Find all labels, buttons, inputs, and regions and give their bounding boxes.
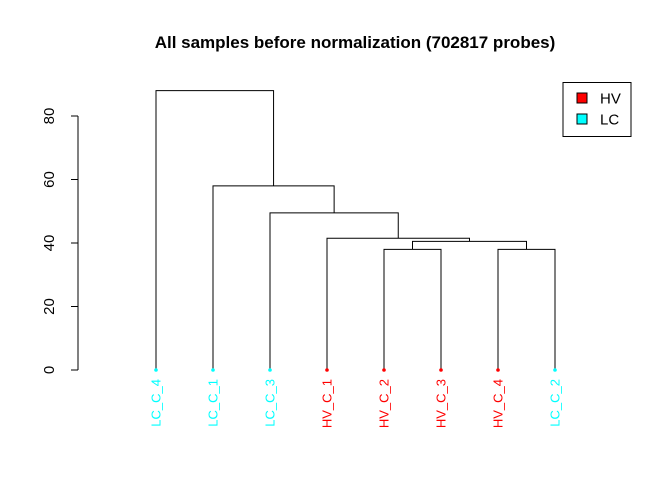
legend: HV LC <box>562 82 632 137</box>
y-tick-label: 80 <box>41 108 58 125</box>
chart-title: All samples before normalization (702817… <box>155 33 556 52</box>
dendrogram-branches <box>155 90 556 370</box>
legend-box <box>562 82 632 137</box>
branch-link <box>212 185 335 370</box>
branch-link <box>412 240 527 250</box>
legend-swatch <box>576 92 588 104</box>
y-tick-label: 60 <box>41 171 58 188</box>
leaf-label: HV_C_1 <box>320 379 335 428</box>
leaf-point <box>154 368 158 372</box>
y-axis: 0 20 40 60 80 <box>41 108 79 374</box>
leaf-label: LC_C_3 <box>263 379 278 427</box>
leaf-label: HV_C_2 <box>377 379 392 428</box>
leaf-label: HV_C_4 <box>491 379 506 428</box>
legend-label: LC <box>600 112 619 129</box>
branch-link <box>269 212 399 370</box>
y-tick-label: 0 <box>41 366 58 374</box>
leaf-point <box>553 368 557 372</box>
leaf-label: HV_C_3 <box>434 379 449 428</box>
legend-swatch <box>576 113 588 125</box>
branch-link <box>497 248 556 370</box>
leaf-label: LC_C_2 <box>548 379 563 427</box>
branch-link <box>326 237 470 370</box>
leaf-point <box>496 368 500 372</box>
leaf-label: LC_C_1 <box>206 379 221 427</box>
y-tick-label: 20 <box>41 298 58 315</box>
y-tick-label: 40 <box>41 235 58 252</box>
leaf-point <box>268 368 272 372</box>
legend-label: HV <box>600 91 621 108</box>
leaf-point <box>211 368 215 372</box>
dendrogram-leaves: LC_C_4 LC_C_1 LC_C_3 HV_C_1 HV_C_2 HV_C_3 HV_C… <box>149 368 563 428</box>
branch-link <box>383 248 442 370</box>
leaf-point <box>382 368 386 372</box>
leaf-point <box>325 368 329 372</box>
leaf-label: LC_C_4 <box>149 379 164 427</box>
branch-link <box>155 90 275 370</box>
leaf-point <box>439 368 443 372</box>
